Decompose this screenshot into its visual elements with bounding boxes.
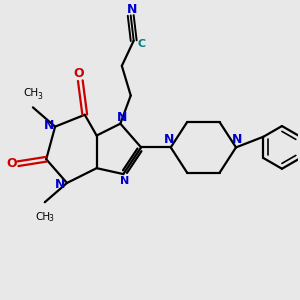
Text: N: N: [44, 119, 54, 132]
Text: N: N: [55, 178, 66, 191]
Text: CH: CH: [36, 212, 51, 222]
Text: N: N: [117, 111, 127, 124]
Text: 3: 3: [49, 214, 54, 224]
Text: O: O: [6, 157, 17, 170]
Text: 3: 3: [37, 92, 42, 101]
Text: C: C: [138, 39, 146, 49]
Text: N: N: [164, 133, 175, 146]
Text: N: N: [120, 176, 129, 186]
Text: O: O: [74, 67, 84, 80]
Text: N: N: [232, 133, 243, 146]
Text: N: N: [127, 3, 137, 16]
Text: CH: CH: [24, 88, 39, 98]
